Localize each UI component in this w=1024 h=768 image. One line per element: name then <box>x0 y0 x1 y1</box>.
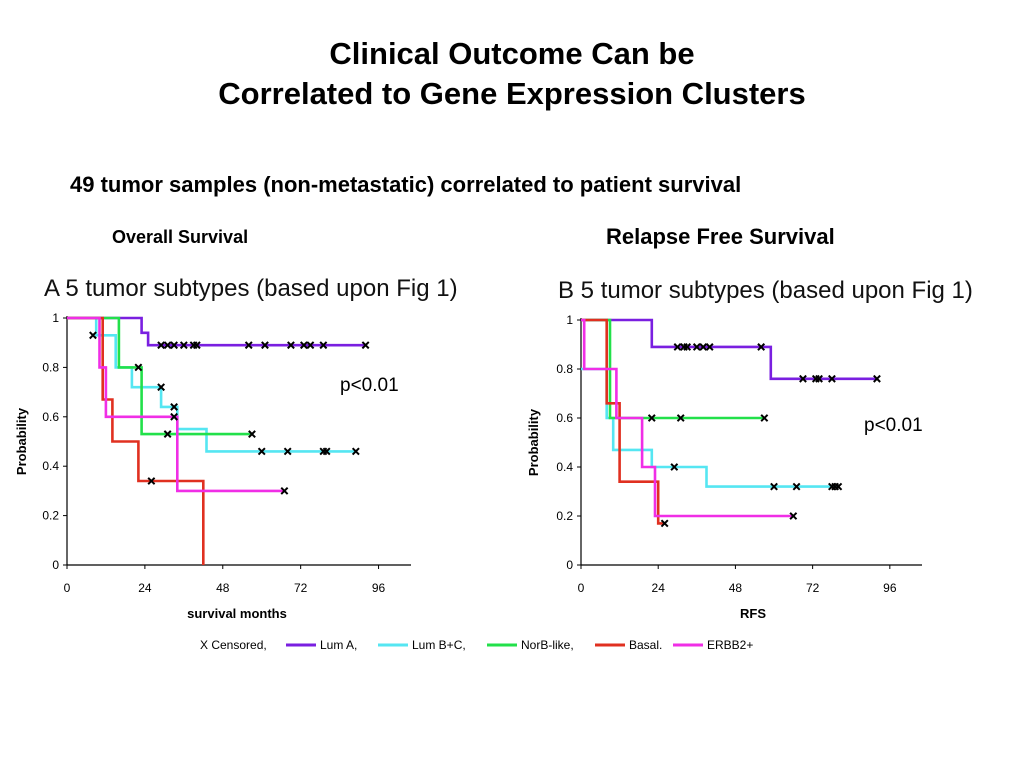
panel-a-y-tick-label: 0.2 <box>42 509 59 523</box>
panel-b-series-lum-a <box>581 318 877 381</box>
panel-b-censor-mark-erbb2 <box>789 512 798 520</box>
slide-title-line2: Correlated to Gene Expression Clusters <box>218 76 806 111</box>
panel-a-censor-mark-norb-like <box>248 430 256 438</box>
panel-a-censor-mark-lum-a <box>179 341 188 350</box>
slide-title-line1: Clinical Outcome Can be <box>329 36 695 71</box>
legend-label-erbb2: ERBB2+ <box>707 638 753 652</box>
panel-a-x-tick-label: 24 <box>138 581 152 595</box>
panel-a-censor-mark-lum-b-c <box>322 447 331 456</box>
panel-b-relapse-free-survival: B 5 tumor subtypes (based upon Fig 1) 0 0.… <box>526 277 973 621</box>
panel-a-censor-mark-lum-a <box>192 341 201 350</box>
panel-b-censor-mark-lum-a <box>757 343 766 351</box>
panel-a-overall-survival: A 5 tumor subtypes (based upon Fig 1) 0 0.… <box>14 275 458 621</box>
panel-a-censor-mark-lum-b-c <box>134 363 143 372</box>
panel-a-y-tick-label: 1 <box>52 311 59 325</box>
panel-a-censor-mark-lum-a <box>299 341 308 350</box>
panel-a-series-basal <box>67 316 205 565</box>
panel-a-censor-mark-basal <box>147 477 156 485</box>
panel-a-censor-mark-lum-b-c <box>257 447 266 456</box>
panel-a-x-axis-label: survival months <box>187 606 287 621</box>
panel-b-censor-mark-norb-like <box>676 414 685 422</box>
panel-b-p-value: p<0.01 <box>864 415 923 436</box>
panel-b-series-erbb2 <box>581 318 794 518</box>
panel-b-censor-mark-norb-like <box>647 414 656 422</box>
panel-a-y-tick-label: 0.4 <box>42 459 59 473</box>
panel-a-censor-mark-erbb2 <box>170 412 179 421</box>
legend: X Censored, Lum A, Lum B+C, NorB-like, Basal… <box>200 638 753 652</box>
panel-a-censor-mark-lum-a <box>361 341 370 350</box>
panel-a-censor-mark-lum-a <box>163 341 172 350</box>
panel-b-censor-mark-lum-a <box>815 374 823 383</box>
panel-b-y-tick-label: 0.4 <box>556 460 573 474</box>
panel-b-censor-mark-basal <box>660 519 669 528</box>
panel-b-x-axis-label: RFS <box>740 606 766 621</box>
panel-a-censor-mark-lum-b-c <box>283 447 292 456</box>
panel-a-x-tick-label: 0 <box>64 581 71 595</box>
panel-a-censor-mark-lum-a <box>261 341 269 350</box>
panel-b-x-tick-label: 72 <box>806 581 820 595</box>
panel-a-censor-mark-lum-b-c <box>89 331 97 340</box>
panel-b-x-tick-label: 24 <box>652 581 666 595</box>
panel-a-y-tick-label: 0.8 <box>42 360 59 374</box>
legend-censored-label: X Censored, <box>200 638 267 652</box>
panel-b-series-basal <box>581 318 665 525</box>
panel-a-censor-mark-erbb2 <box>280 486 289 495</box>
legend-label-basal: Basal. <box>629 638 662 652</box>
panel-a-censor-mark-norb-like <box>163 430 172 438</box>
panel-b-censor-mark-lum-b-c <box>792 482 801 491</box>
panel-a-heading: A 5 tumor subtypes (based upon Fig 1) <box>44 275 458 302</box>
panel-a-y-axis-label: Probability <box>14 407 29 475</box>
panel-a-series-erbb2 <box>67 316 285 493</box>
panel-a-censor-mark-lum-b-c <box>157 383 166 392</box>
panel-a-series-lum-b-c <box>67 316 356 453</box>
overall-survival-label: Overall Survival <box>112 227 249 247</box>
panel-b-x-tick-label: 0 <box>578 581 585 595</box>
panel-a-censor-mark-lum-a <box>157 341 166 350</box>
legend-label-lum-a: Lum A, <box>320 638 357 652</box>
panel-a-censor-mark-lum-a <box>306 341 315 350</box>
panel-b-censor-mark-lum-a <box>873 374 881 383</box>
panel-b-y-tick-label: 0.8 <box>556 362 573 376</box>
panel-a-censor-mark-lum-a <box>244 341 253 350</box>
panel-b-y-tick-label: 1 <box>566 313 573 327</box>
panel-a-series-norb-like <box>67 316 252 436</box>
panel-b-censor-mark-lum-a <box>799 374 807 383</box>
panel-a-censor-mark-lum-b-c <box>170 403 179 411</box>
panel-b-y-tick-label: 0.2 <box>556 509 573 523</box>
panel-a-y-tick-label: 0 <box>52 558 59 572</box>
panel-b-heading: B 5 tumor subtypes (based upon Fig 1) <box>558 277 973 304</box>
slide-subtitle: 49 tumor samples (non-metastatic) correl… <box>70 172 742 197</box>
panel-a-censor-mark-lum-a <box>170 341 179 350</box>
legend-label-norb-like: NorB-like, <box>521 638 574 652</box>
panel-b-x-tick-label: 96 <box>883 581 897 595</box>
panel-a-series-lum-a <box>67 316 366 347</box>
panel-b-censor-mark-lum-b-c <box>834 482 843 491</box>
panel-b-censor-mark-lum-b-c <box>770 482 778 491</box>
panel-a-x-tick-label: 96 <box>372 581 386 595</box>
panel-b-y-tick-label: 0 <box>566 558 573 572</box>
panel-b-censor-mark-lum-b-c <box>670 463 679 471</box>
panel-b-censor-mark-lum-a <box>705 343 714 351</box>
panel-a-censor-mark-lum-a <box>287 341 295 350</box>
panel-b-x-tick-label: 48 <box>729 581 743 595</box>
panel-b-censor-mark-norb-like <box>760 414 769 422</box>
panel-b-censor-mark-lum-a <box>699 343 708 351</box>
panel-a-p-value: p<0.01 <box>340 375 399 396</box>
panel-b-censor-mark-lum-a <box>692 343 701 351</box>
legend-label-lum-b-c: Lum B+C, <box>412 638 466 652</box>
panel-b-censor-mark-lum-a <box>828 374 836 383</box>
panel-a-censor-mark-lum-b-c <box>351 447 360 456</box>
panel-a-x-tick-label: 72 <box>294 581 308 595</box>
panel-a-censor-mark-lum-a <box>319 341 328 350</box>
panel-b-censor-mark-lum-a <box>683 343 692 351</box>
relapse-free-survival-label: Relapse Free Survival <box>606 224 835 249</box>
panel-b-y-tick-label: 0.6 <box>556 411 573 425</box>
panel-b-censor-mark-lum-a <box>673 343 682 351</box>
panel-a-y-tick-label: 0.6 <box>42 410 59 424</box>
panel-b-y-axis-label: Probability <box>526 408 541 476</box>
panel-a-x-tick-label: 48 <box>216 581 230 595</box>
